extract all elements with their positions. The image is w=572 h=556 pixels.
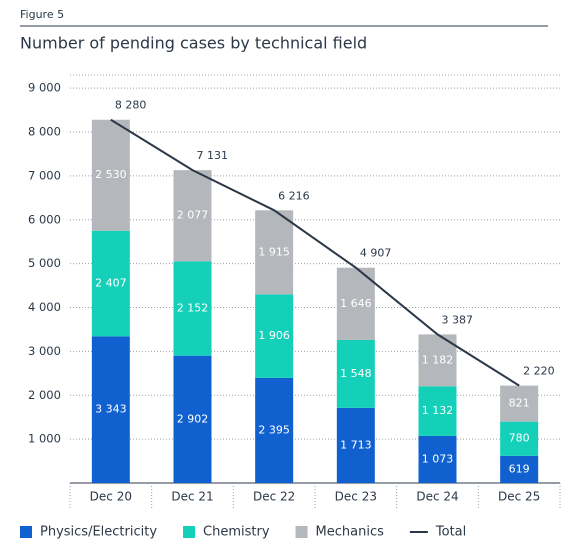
bar-segment xyxy=(255,294,294,378)
value-label: 1 548 xyxy=(340,367,372,380)
bar-segment xyxy=(500,385,539,422)
value-label: 1 182 xyxy=(422,353,454,366)
bar-segment xyxy=(173,170,212,262)
x-tick-label: Dec 22 xyxy=(253,490,295,504)
bar-segment xyxy=(336,267,375,340)
value-label: 821 xyxy=(509,397,530,410)
legend-swatch xyxy=(20,526,32,538)
y-tick-label: 6 000 xyxy=(28,212,61,226)
chart-title: Number of pending cases by technical fie… xyxy=(20,34,367,53)
total-label: 3 387 xyxy=(442,313,474,326)
bar-segment xyxy=(500,455,539,483)
legend-swatch xyxy=(295,526,308,538)
y-tick-label: 7 000 xyxy=(28,168,61,182)
bar-segment xyxy=(418,435,457,483)
y-tick-label: 2 000 xyxy=(28,388,61,402)
legend-label: Chemistry xyxy=(203,525,270,540)
bar-segment xyxy=(91,336,130,483)
value-label: 2 077 xyxy=(177,209,209,222)
total-label: 6 216 xyxy=(278,189,310,202)
bar-segment xyxy=(91,230,130,337)
bar-segment xyxy=(173,261,212,356)
value-label: 619 xyxy=(509,462,530,475)
x-tick-label: Dec 20 xyxy=(90,490,132,504)
bar-segment xyxy=(336,339,375,408)
value-label: 2 152 xyxy=(177,301,209,314)
y-tick-label: 4 000 xyxy=(28,300,61,314)
x-tick-label: Dec 21 xyxy=(171,490,213,504)
bar-segment xyxy=(91,119,130,231)
figure-label: Figure 5 xyxy=(20,8,64,21)
bar-segment xyxy=(418,386,457,436)
value-label: 2 902 xyxy=(177,412,209,425)
y-tick-label: 9 000 xyxy=(28,81,61,95)
value-label: 1 915 xyxy=(258,245,290,258)
y-tick-label: 8 000 xyxy=(28,125,61,139)
value-label: 1 906 xyxy=(258,329,290,342)
y-tick-label: 5 000 xyxy=(28,256,61,270)
value-label: 2 407 xyxy=(95,277,127,290)
y-tick-label: 3 000 xyxy=(28,344,61,358)
x-tick-label: Dec 25 xyxy=(498,490,540,504)
value-label: 1 713 xyxy=(340,438,372,451)
value-label: 1 646 xyxy=(340,297,372,310)
bar-segment xyxy=(255,377,294,483)
value-label: 3 343 xyxy=(95,403,127,416)
total-line xyxy=(110,118,520,387)
value-label: 780 xyxy=(509,432,530,445)
value-label: 1 132 xyxy=(422,404,454,417)
total-label: 4 907 xyxy=(360,247,392,260)
total-label: 7 131 xyxy=(197,149,229,162)
legend-label: Total xyxy=(435,525,466,540)
total-label: 2 220 xyxy=(523,365,555,378)
bar-segment xyxy=(336,407,375,483)
value-label: 1 073 xyxy=(422,452,454,465)
y-tick-label: 1 000 xyxy=(28,432,61,446)
x-tick-label: Dec 23 xyxy=(335,490,377,504)
value-label: 2 530 xyxy=(95,168,127,181)
value-label: 2 395 xyxy=(258,423,290,436)
bar-segment xyxy=(255,210,294,295)
bar-segment xyxy=(173,355,212,483)
bar-segment xyxy=(500,421,539,456)
x-tick-label: Dec 24 xyxy=(416,490,458,504)
total-label: 8 280 xyxy=(115,99,147,112)
legend-label: Mechanics xyxy=(316,525,385,540)
legend-label: Physics/Electricity xyxy=(40,525,157,540)
legend-swatch xyxy=(183,526,196,538)
